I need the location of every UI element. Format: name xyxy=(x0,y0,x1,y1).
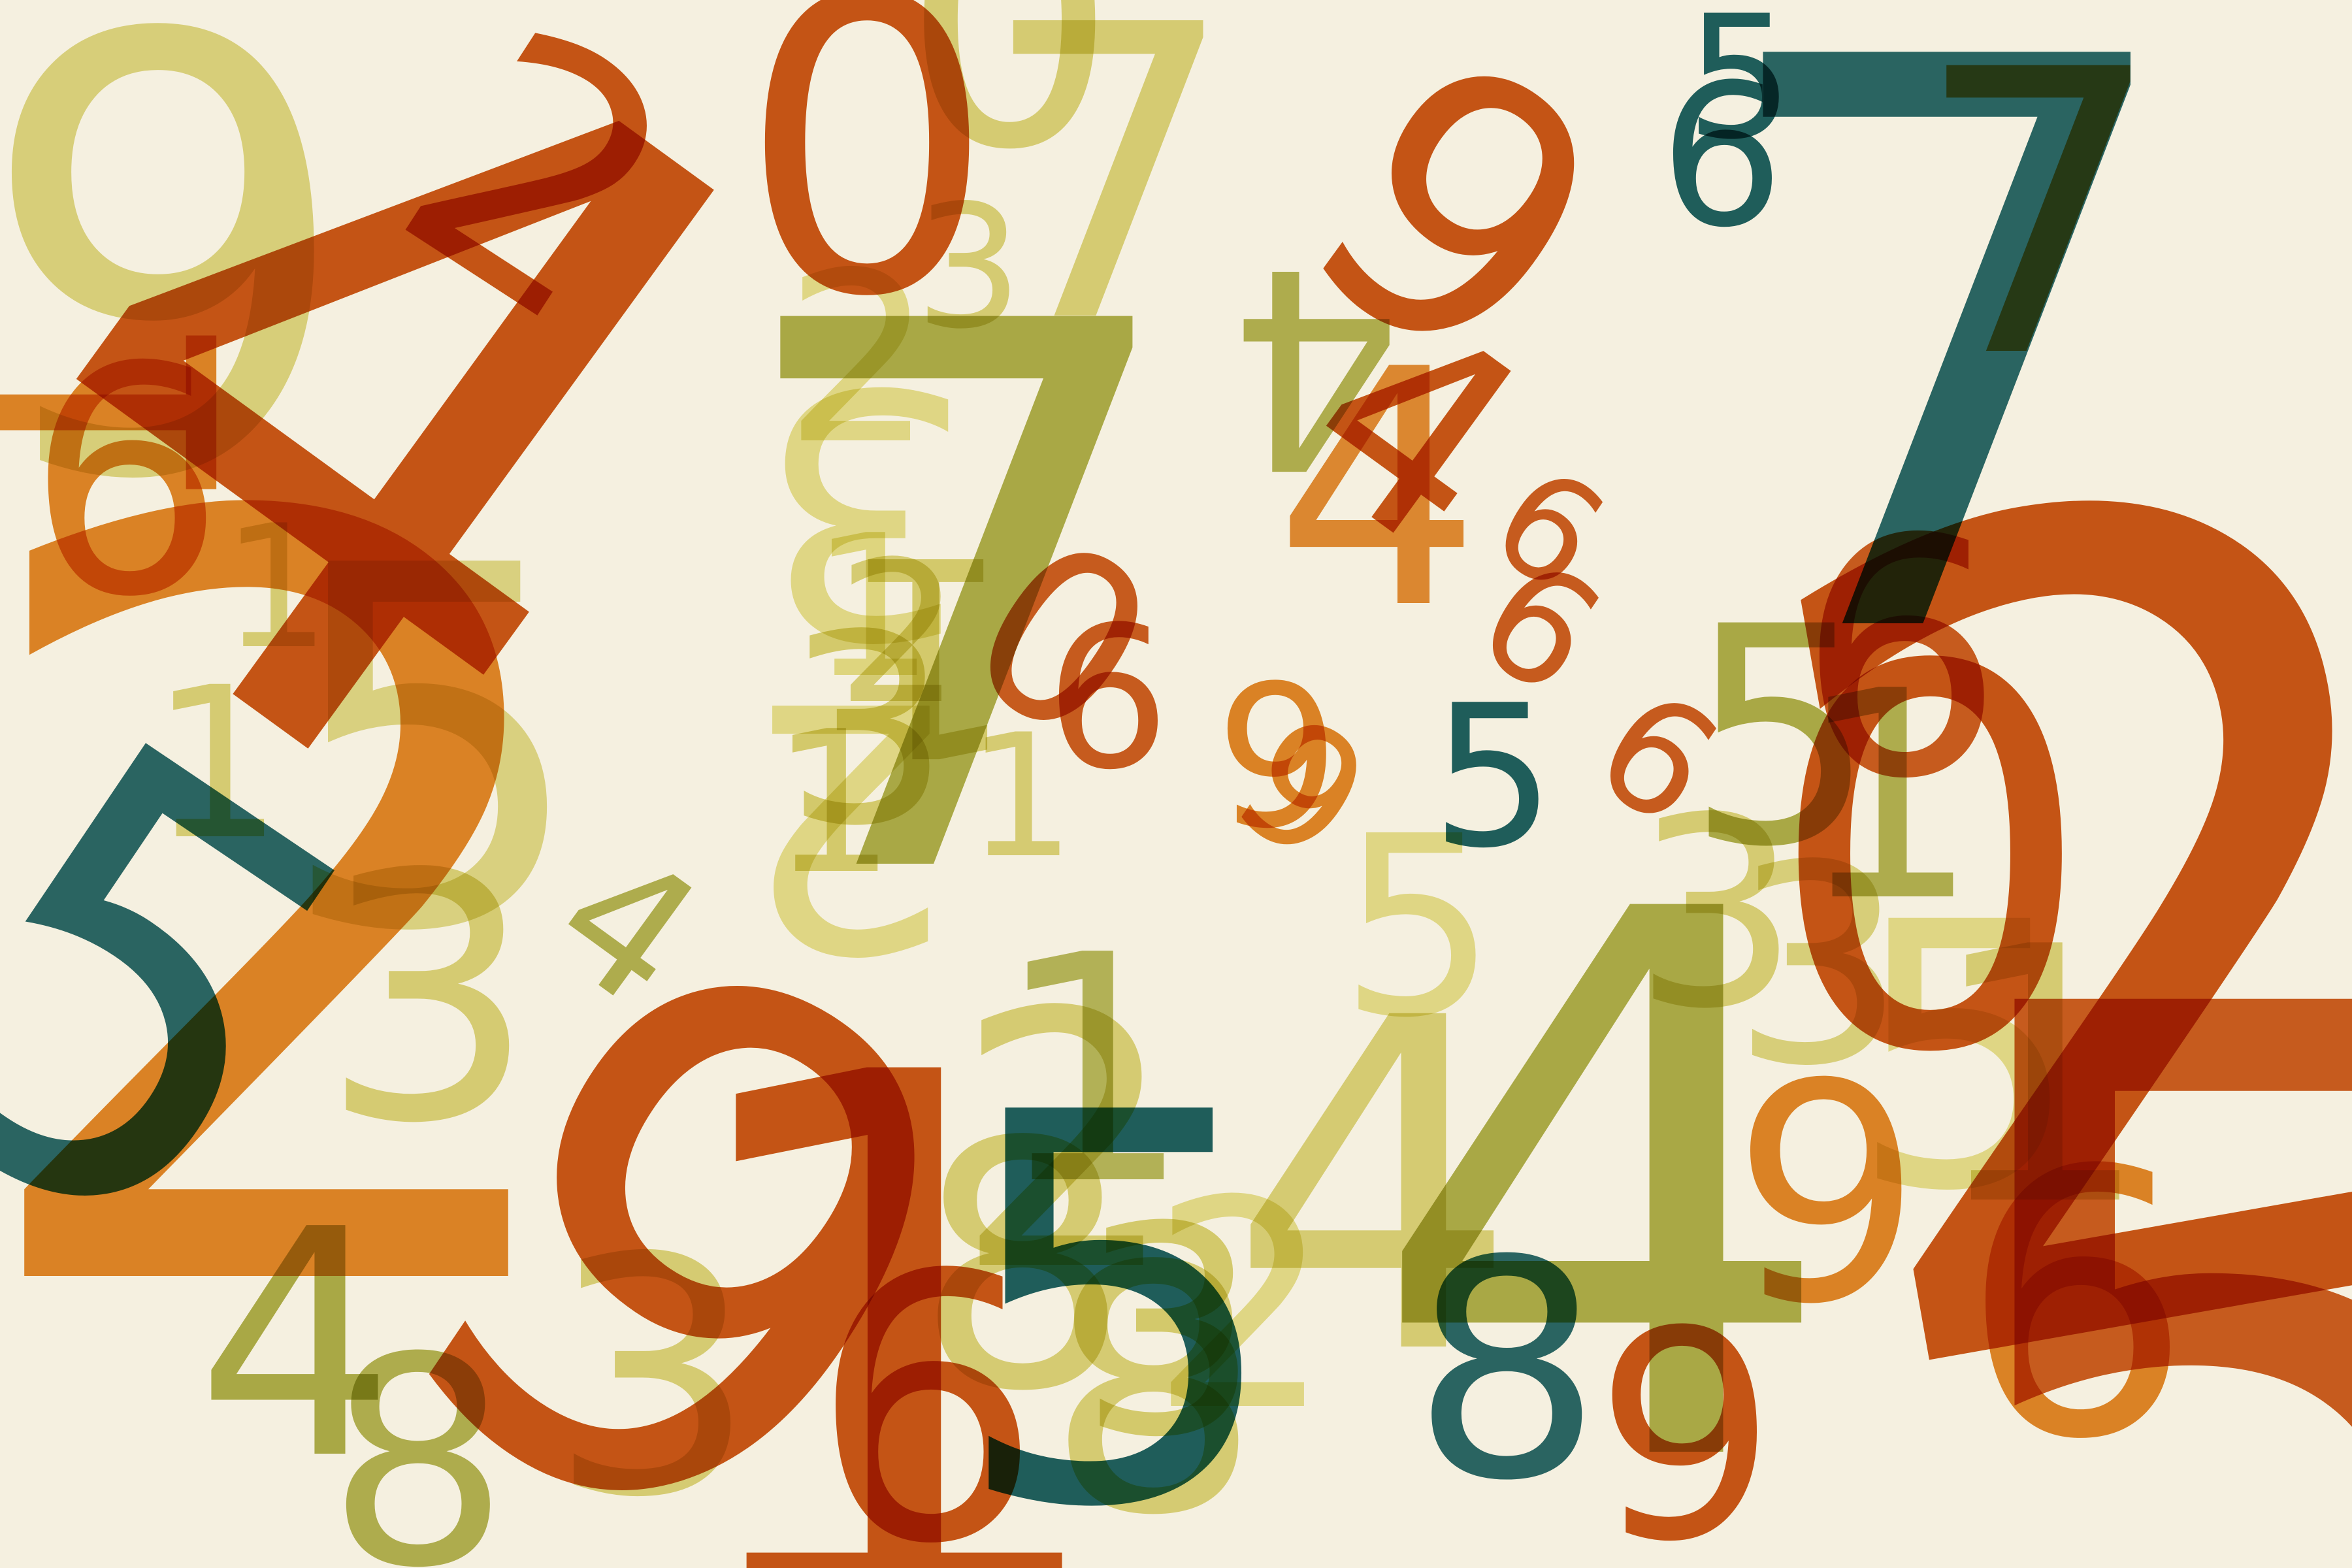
digit-1-khaki-center-small: 1 xyxy=(771,689,896,917)
digit-8-olive-bottom-left: 8 xyxy=(327,1296,510,1568)
digit-1-khaki-right: 1 xyxy=(1927,873,2152,1283)
digit-5-pale-center: 5 xyxy=(1339,783,1497,1072)
digit-1-olive-bottom-right: 1 xyxy=(993,889,1193,1254)
digit-1-khaki-bottom-small: 1 xyxy=(967,698,1075,896)
digit-6-orange-center-small: 6 xyxy=(1045,585,1170,813)
digit-8-khaki-center: 8 xyxy=(915,1070,1131,1465)
digit-0-top-orange: 0 xyxy=(738,0,996,385)
digit-2-large-orange-left: 2 xyxy=(0,306,613,1523)
digit-7-orange-top-right: 7 xyxy=(1914,0,2164,444)
digit-3-khaki-top-right: 3 xyxy=(915,169,1023,367)
digit-1-bottom-center-orange: 1 xyxy=(653,919,1132,1568)
digit-0-right-orange: 0 xyxy=(1764,558,2097,1167)
digit-6-orange-bottom-right-small: 6 xyxy=(1960,1094,2193,1520)
digit-9-small-center: 9 xyxy=(1215,644,1340,872)
digit-5-teal-bottom-center: 5 xyxy=(947,1002,1288,1568)
digit-9-khaki-top-left: 9 xyxy=(0,0,357,611)
digit-4-large-olive-right: 4 xyxy=(1365,755,1844,1568)
digit-3-khaki-right: 3 xyxy=(320,802,536,1198)
digit-4-khaki-bottom-center: 4 xyxy=(1228,923,1520,1455)
digit-5-pale-bottom-right: 5 xyxy=(1849,845,2082,1271)
digit-8-khaki-bottom: 8 xyxy=(1045,1194,1262,1568)
digit-5-khaki-left: 5 xyxy=(274,463,591,1040)
digit-6-orange-right-edge: 6 xyxy=(1797,470,2005,850)
digit-7-center-olive: 7 xyxy=(719,167,1197,1041)
digit-6-teal-top: 6 xyxy=(1659,42,1784,270)
digit-0-khaki-top: 0 xyxy=(902,0,1118,224)
digit-2-khaki-top-small: 2 xyxy=(836,519,961,747)
digit-8-teal-bottom: 8 xyxy=(1411,1197,1603,1546)
digit-3-khaki-bottom-left: 3 xyxy=(549,1188,757,1568)
digit-5-small-teal-center: 5 xyxy=(1431,663,1556,891)
digit-4-orange-top: 4 xyxy=(1274,300,1482,680)
digit-3-khaki-bottom-center: 3 xyxy=(1078,1166,1261,1500)
digit-6-bottom-center-orange: 6 xyxy=(810,1198,1043,1568)
digit-5-small-teal-top: 5 xyxy=(1686,0,1794,177)
digit-3-khaki-center-bottom: 3 xyxy=(1731,807,1906,1126)
digit-1-olive-top-right: 1 xyxy=(1797,630,1980,964)
digit-5-olive-top-right: 5 xyxy=(1686,563,1877,913)
digit-1-khaki-top-right-small: 1 xyxy=(222,489,331,687)
digit-6-orange-left: 6 xyxy=(26,301,226,666)
digit-1-pale-center-small: 1 xyxy=(810,493,935,721)
digit-5-large-bottom-right-orange: 5 xyxy=(1895,777,2352,1568)
digit-2-pale-right: 2 xyxy=(1150,1139,1333,1474)
digit-4-olive-bottom-left: 4 xyxy=(196,1163,396,1528)
digit-2-pale-top-center: 2 xyxy=(784,222,934,496)
digit-3-khaki-center: 3 xyxy=(784,580,951,883)
digit-7-khaki-top: 7 xyxy=(980,0,1238,412)
digit-9-bottom-right-orange: 9 xyxy=(1594,1270,1777,1568)
digit-2-khaki-bottom-right: 2 xyxy=(954,938,1179,1348)
digit-7-top-right-teal: 7 xyxy=(1699,0,2198,809)
digit-9-orange-right-small: 9 xyxy=(1731,1021,1923,1370)
digit-3-khaki-top-center: 3 xyxy=(1633,762,1800,1066)
digit-1-khaki-left: 1 xyxy=(150,643,284,886)
